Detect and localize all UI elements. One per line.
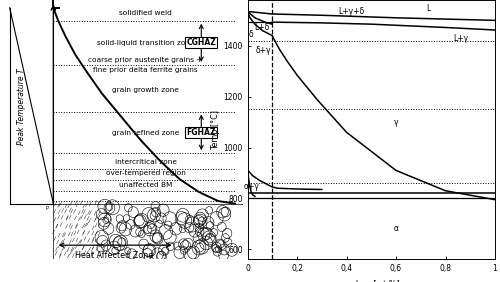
Y-axis label: Temp [°C]: Temp [°C]: [212, 110, 220, 150]
Text: δ: δ: [248, 30, 253, 39]
Text: unaffected BM: unaffected BM: [119, 182, 172, 188]
Text: over-tempered region: over-tempered region: [106, 170, 186, 176]
Text: grain growth zone: grain growth zone: [112, 87, 179, 92]
X-axis label: carbon [wt.%]: carbon [wt.%]: [343, 279, 400, 282]
Text: Heat Affected Zone: Heat Affected Zone: [75, 251, 153, 260]
Text: intercritical zone: intercritical zone: [114, 159, 176, 165]
Text: L+γ: L+γ: [453, 34, 468, 43]
Text: coarse prior austenite grains +: coarse prior austenite grains +: [88, 57, 203, 63]
Text: L+δ: L+δ: [254, 23, 270, 32]
Text: CGHAZ: CGHAZ: [186, 38, 216, 47]
Text: γ: γ: [394, 118, 398, 127]
Text: δ+γ: δ+γ: [256, 46, 272, 55]
Bar: [54, 204, 242, 259]
Text: L: L: [426, 4, 430, 13]
Text: grain refined zone: grain refined zone: [112, 130, 179, 136]
Text: $_p$: $_p$: [45, 205, 50, 213]
Text: fine prior delta ferrite grains: fine prior delta ferrite grains: [93, 67, 198, 73]
Text: α+γ: α+γ: [244, 182, 260, 191]
Text: L+γ+δ: L+γ+δ: [338, 7, 364, 16]
Text: Peak Temperature T: Peak Temperature T: [18, 68, 26, 145]
Text: solid-liquid transition zone: solid-liquid transition zone: [97, 40, 194, 46]
Text: solidified weld: solidified weld: [119, 10, 172, 16]
Text: α: α: [394, 224, 398, 233]
Text: FGHAZ: FGHAZ: [186, 128, 216, 137]
